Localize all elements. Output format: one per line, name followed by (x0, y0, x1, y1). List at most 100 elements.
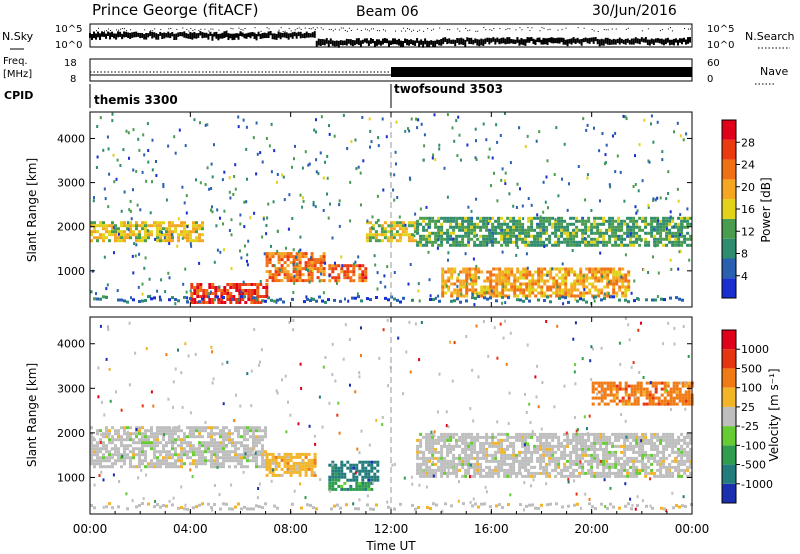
heatmap-cell (99, 297, 102, 301)
heatmap-cell (558, 270, 562, 274)
heatmap-cell (225, 426, 228, 430)
heatmap-cell (635, 465, 639, 469)
heatmap-cell (295, 264, 299, 268)
heatmap-cell (263, 252, 266, 256)
heatmap-cell (480, 291, 484, 295)
heatmap-cell (280, 270, 284, 274)
heatmap-cell (635, 468, 639, 472)
heatmap-cell (273, 149, 276, 153)
heatmap-cell (355, 469, 359, 473)
heatmap-cell (525, 270, 529, 274)
heatmap-cell (542, 444, 546, 448)
heatmap-cell (650, 122, 652, 126)
heatmap-cell (581, 447, 585, 451)
nsearch-sample (280, 27, 282, 29)
heatmap-cell (168, 450, 171, 454)
heatmap-cell (641, 459, 645, 463)
heatmap-cell (189, 297, 192, 300)
heatmap-cell (603, 273, 607, 277)
heatmap-cell (668, 219, 672, 223)
heatmap-cell (519, 288, 523, 292)
heatmap-cell (375, 296, 378, 299)
heatmap-cell (518, 237, 522, 241)
heatmap-cell (243, 444, 246, 448)
heatmap-cell (465, 282, 468, 286)
heatmap-cell (521, 456, 525, 460)
heatmap-cell (168, 239, 171, 243)
heatmap-cell (588, 270, 592, 274)
heatmap-cell (629, 432, 633, 436)
heatmap-cell (638, 444, 642, 448)
heatmap-cell (686, 465, 690, 469)
heatmap-cell (593, 459, 597, 463)
heatmap-cell (168, 233, 171, 237)
heatmap-cell (428, 474, 432, 478)
heatmap-cell (642, 387, 646, 391)
heatmap-cell (494, 456, 498, 460)
heatmap-cell (485, 438, 489, 442)
heatmap-cell (500, 228, 504, 232)
heatmap-cell (102, 441, 105, 445)
heatmap-cell (510, 285, 514, 289)
heatmap-cell (629, 234, 633, 238)
heatmap-cell (419, 234, 423, 238)
nsearch-sample (407, 28, 409, 30)
heatmap-cell (552, 276, 556, 280)
heatmap-cell (401, 221, 405, 225)
heatmap-cell (371, 224, 375, 228)
nsearch-sample (433, 28, 435, 30)
heatmap-cell (446, 459, 450, 463)
heatmap-cell (680, 231, 684, 235)
heatmap-cell (144, 441, 147, 445)
heatmap-cell (467, 453, 471, 457)
heatmap-cell (656, 295, 659, 298)
heatmap-cell (527, 435, 531, 439)
heatmap-cell (165, 198, 168, 202)
heatmap-cell (138, 230, 141, 234)
heatmap-cell (662, 228, 666, 232)
heatmap-cell (485, 216, 489, 220)
heatmap-cell (485, 474, 489, 478)
heatmap-cell (111, 230, 114, 234)
heatmap-cell (225, 450, 228, 454)
heatmap-cell (567, 273, 571, 277)
heatmap-cell (503, 453, 507, 457)
heatmap-cell (266, 216, 269, 220)
heatmap-cell (181, 185, 184, 189)
heatmap-cell (343, 481, 347, 485)
heatmap-cell (572, 459, 576, 463)
heatmap-cell (667, 170, 670, 174)
heatmap-cell (479, 216, 483, 220)
heatmap-cell (452, 231, 456, 235)
heatmap-cell (192, 462, 195, 466)
heatmap-cell (352, 270, 356, 274)
heatmap-cell (342, 357, 345, 361)
heatmap-cell (230, 218, 233, 222)
heatmap-cell (689, 462, 693, 466)
heatmap-cell (397, 336, 400, 340)
heatmap-cell (593, 474, 597, 478)
heatmap-cell (497, 450, 501, 454)
heatmap-cell (682, 138, 685, 142)
heatmap-cell (96, 462, 99, 466)
heatmap-cell (231, 438, 234, 442)
heatmap-cell (521, 222, 525, 226)
heatmap-cell (477, 291, 481, 295)
heatmap-cell (606, 282, 610, 286)
heatmap-cell (255, 465, 258, 469)
heatmap-cell (662, 438, 666, 442)
heatmap-cell (331, 481, 335, 485)
heatmap-cell (561, 262, 564, 266)
heatmap-cell (513, 285, 517, 289)
heatmap-cell (665, 222, 669, 226)
heatmap-cell (422, 456, 426, 460)
heatmap-cell (201, 444, 204, 448)
heatmap-cell (452, 468, 456, 472)
heatmap-cell (231, 459, 234, 463)
heatmap-cell (626, 447, 630, 451)
heatmap-cell (465, 270, 469, 274)
heatmap-cell (497, 447, 501, 451)
heatmap-cell (573, 279, 577, 283)
heatmap-cell (557, 234, 561, 238)
heatmap-cell (211, 286, 215, 289)
